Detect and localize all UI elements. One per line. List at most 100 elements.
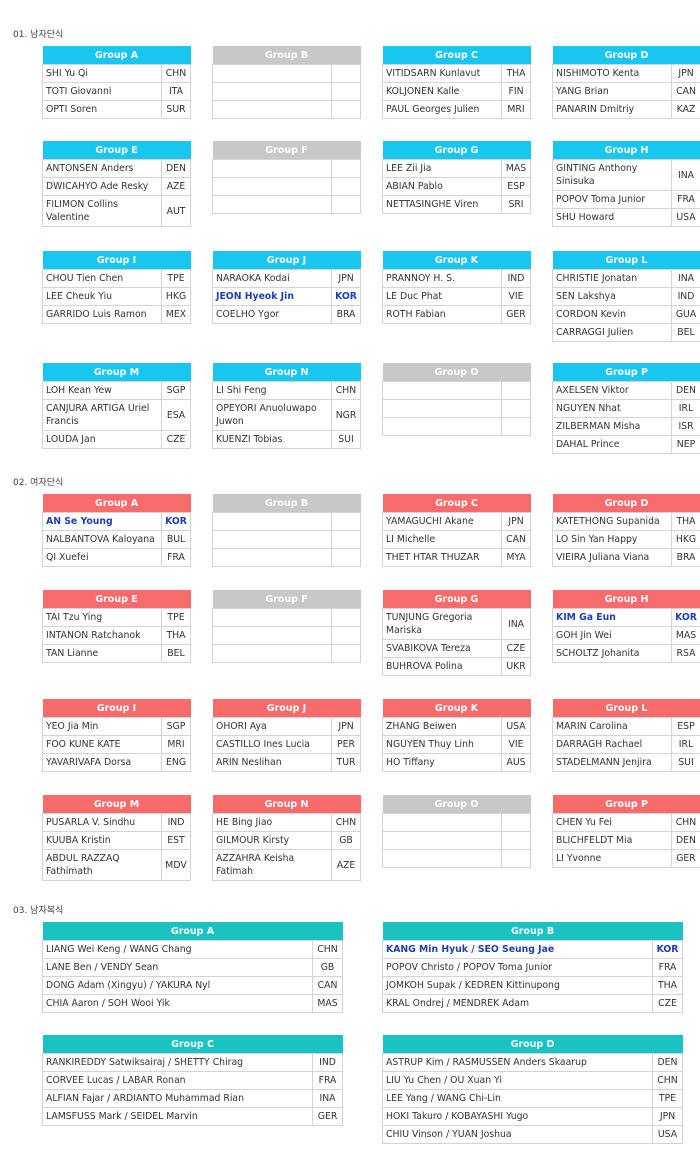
player-name: YANG Brian: [552, 82, 672, 101]
player-name: NGUYEN Thuy Linh: [382, 735, 502, 754]
country-code: FRA: [160, 548, 192, 567]
player-row: KRAL Ondrej / MENDREK Adam CZE: [382, 994, 683, 1013]
player-name: ABDUL RAZZAQ Fathimath: [42, 849, 162, 881]
group-header: Group D: [552, 494, 700, 513]
country-code: [331, 644, 361, 663]
group-table-group-c: Group C RANKIREDDY Satwiksairaj / SHETTY …: [42, 1035, 344, 1126]
group-table-group-l: Group L MARIN Carolina ESP DARRAGH Rachael I…: [552, 699, 700, 772]
country-code: CHN: [160, 64, 192, 83]
player-name: LI Michelle: [382, 530, 502, 549]
player-name: ALFIAN Fajar / ARDIANTO Muhammad Rian: [42, 1089, 313, 1108]
group-table-group-e: Group E TAI Tzu Ying TPE INTANON Ratchanok T…: [42, 590, 191, 663]
empty-row: [212, 64, 361, 83]
player-row: AZZAHRA Keisha Fatimah AZE: [212, 849, 361, 881]
player-name: [212, 100, 332, 119]
player-name: LEE Cheuk Yiu: [42, 287, 162, 306]
group-header: Group N: [212, 795, 361, 814]
player-name: LANE Ben / VENDY Sean: [42, 958, 313, 977]
player-name: INTANON Ratchanok: [42, 626, 162, 645]
country-code: UKR: [501, 657, 531, 676]
player-row: POPOV Christo / POPOV Toma Junior FRA: [382, 958, 683, 977]
player-row: GINTING Anthony Sinisuka INA: [552, 159, 700, 191]
group-table-group-f: Group F: [212, 141, 361, 214]
group-header: Group O: [382, 363, 531, 382]
player-name: KIM Ga Eun: [552, 608, 672, 627]
player-row: TAN Lianne BEL: [42, 644, 191, 663]
player-name: [212, 82, 332, 101]
group-header: Group M: [42, 795, 191, 814]
group-header: Group C: [382, 494, 531, 513]
country-code: CZE: [652, 994, 683, 1013]
player-row: LI Shi Feng CHN: [212, 381, 361, 400]
player-name: [212, 512, 332, 531]
player-name: SVABIKOVA Tereza: [382, 639, 502, 658]
country-code: IND: [311, 1053, 344, 1072]
player-name: TAN Lianne: [42, 644, 162, 663]
country-code: [501, 831, 531, 850]
group-table-group-l: Group L CHRISTIE Jonatan INA SEN Lakshya IND…: [552, 251, 700, 342]
empty-row: [212, 608, 361, 627]
player-row: JOMKOH Supak / KEDREN Kittinupong THA: [382, 976, 683, 995]
country-code: [331, 82, 361, 101]
player-name: [212, 608, 332, 627]
player-name: YAVARIVAFA Dorsa: [42, 753, 162, 772]
player-row: GARRIDO Luis Ramon MEX: [42, 305, 192, 324]
group-header: Group K: [382, 699, 531, 718]
country-code: CAN: [671, 82, 700, 101]
player-name: TAI Tzu Ying: [42, 608, 162, 627]
player-row: QI Xuefei FRA: [42, 548, 192, 567]
player-name: QI Xuefei: [42, 548, 162, 567]
country-code: GUA: [671, 305, 700, 324]
player-name: YAMAGUCHI Akane: [382, 512, 502, 531]
country-code: INA: [671, 269, 700, 288]
country-code: AZE: [331, 849, 361, 881]
player-name: LIU Yu Chen / OU Xuan Yi: [382, 1071, 653, 1090]
player-name: NALBANTOVA Kaloyana: [42, 530, 162, 549]
player-name: GARRIDO Luis Ramon: [42, 305, 162, 324]
player-name: AN Se Young: [42, 512, 162, 531]
player-row: ABIAN Pablo ESP: [382, 177, 531, 196]
group-header: Group C: [382, 46, 531, 65]
player-row: CARRAGGI Julien BEL: [552, 323, 700, 342]
player-name: ABIAN Pablo: [382, 177, 502, 196]
group-header: Group B: [382, 922, 683, 941]
player-row: TAI Tzu Ying TPE: [42, 608, 191, 627]
player-row: LEE Zii Jia MAS: [382, 159, 531, 178]
country-code: USA: [652, 1125, 683, 1144]
country-code: [331, 608, 361, 627]
group-header: Group M: [42, 363, 191, 382]
player-name: JEON Hyeok Jin: [212, 287, 332, 306]
player-name: CORVEE Lucas / LABAR Ronan: [42, 1071, 313, 1090]
player-row: CHEN Yu Fei CHN: [552, 813, 700, 832]
group-header: Group K: [382, 251, 531, 270]
player-name: PUSARLA V. Sindhu: [42, 813, 162, 832]
empty-row: [212, 512, 361, 531]
country-code: SGP: [160, 717, 192, 736]
country-code: MAS: [501, 159, 531, 178]
country-code: CHN: [331, 381, 361, 400]
group-table-group-j: Group J OHORI Aya JPN CASTILLO Ines Lucia PE…: [212, 699, 362, 772]
player-name: KANG Min Hyuk / SEO Seung Jae: [382, 940, 653, 959]
country-code: BRA: [671, 548, 700, 567]
group-table-group-m: Group M PUSARLA V. Sindhu IND KUUBA Kristin…: [42, 795, 191, 881]
country-code: CHN: [652, 1071, 683, 1090]
player-row: SEN Lakshya IND: [552, 287, 700, 306]
empty-row: [382, 831, 531, 850]
player-row: JEON Hyeok Jin KOR: [212, 287, 362, 306]
player-name: GINTING Anthony Sinisuka: [552, 159, 672, 191]
player-name: POPOV Christo / POPOV Toma Junior: [382, 958, 653, 977]
player-name: SHI Yu Qi: [42, 64, 162, 83]
player-name: SHU Howard: [552, 208, 672, 227]
country-code: ENG: [160, 753, 192, 772]
player-row: PANARIN Dmitriy KAZ: [552, 100, 700, 119]
player-name: PAUL Georges Julien: [382, 100, 502, 119]
player-name: BUHROVA Polina: [382, 657, 502, 676]
player-row: LANE Ben / VENDY Sean GB: [42, 958, 344, 977]
player-name: NISHIMOTO Kenta: [552, 64, 672, 83]
country-code: [331, 64, 361, 83]
player-row: CHIU Vinson / YUAN Joshua USA: [382, 1125, 683, 1144]
country-code: NEP: [671, 435, 700, 454]
player-name: [382, 831, 502, 850]
player-name: PANARIN Dmitriy: [552, 100, 672, 119]
country-code: SUR: [160, 100, 192, 119]
